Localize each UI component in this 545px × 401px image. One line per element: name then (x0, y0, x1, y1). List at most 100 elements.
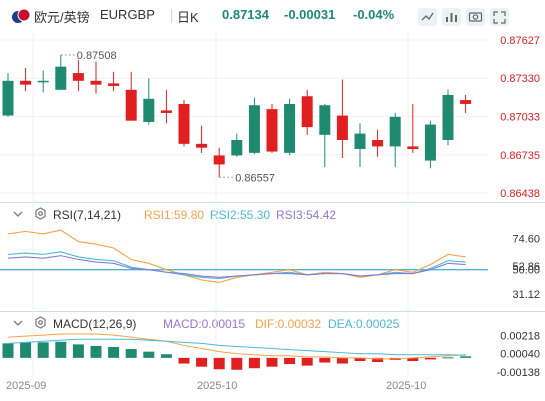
interval-select[interactable]: 日K (177, 10, 199, 25)
rsi-line (7, 251, 466, 280)
indicators-button[interactable] (442, 8, 461, 26)
candle-body (20, 80, 32, 85)
macd-histogram-bar (178, 357, 190, 364)
candle-body (407, 146, 419, 149)
macd-line (7, 333, 466, 360)
dif-value: DIF:0.00032 (255, 317, 322, 331)
macd-histogram-bar (372, 357, 384, 363)
candle-body (196, 143, 208, 148)
macd-histogram-bar (284, 357, 296, 365)
macd-histogram-bar (108, 346, 120, 358)
indicators-icon (446, 13, 457, 22)
settings-icon[interactable] (34, 207, 47, 220)
candle-body (160, 110, 172, 113)
pane-divider (0, 202, 545, 203)
max-price-label: 0.87508 (77, 50, 117, 62)
candle-body (125, 89, 137, 121)
candle-body (319, 105, 331, 135)
rsi3-value: RSI3:54.42 (276, 208, 337, 222)
candle-body (143, 98, 155, 122)
macd-histogram-bar (20, 342, 32, 358)
fullscreen-icon (493, 11, 506, 24)
symbol-name: 欧元/英镑 (34, 10, 90, 25)
macd-histogram-bar (354, 357, 366, 361)
candle-body (108, 83, 120, 86)
symbol-code: EURGBP (100, 7, 155, 22)
candle-body (248, 105, 260, 153)
dea-value: DEA:0.00025 (328, 317, 400, 331)
price-change-percent: -0.04% (353, 7, 395, 22)
macd-histogram-bar (231, 357, 243, 370)
chart-style-icon (421, 12, 434, 21)
candle-body (284, 103, 296, 153)
macd-histogram-bar (266, 357, 278, 367)
screenshot-button[interactable] (466, 8, 485, 26)
candle-body (354, 133, 366, 149)
rsi2-value: RSI2:55.30 (210, 208, 271, 222)
y-tick-label: 0.87330 (500, 73, 540, 85)
settings-icon[interactable] (34, 316, 47, 329)
macd-histogram-bar (143, 351, 155, 358)
candle-body (90, 80, 102, 85)
y-tick-label: 0.87033 (500, 111, 540, 123)
macd-histogram-bar (336, 357, 348, 364)
flag-icon (12, 8, 30, 23)
candle-body (442, 94, 454, 140)
macd-histogram-bar (213, 357, 225, 370)
macd-histogram-bar (424, 357, 436, 360)
macd-y-tick-label: 0.00040 (500, 349, 540, 361)
chart-style-button[interactable] (418, 8, 437, 26)
candle-body (266, 109, 278, 152)
candle-body (55, 66, 67, 90)
candle-body (460, 100, 472, 104)
x-axis-label: 2025-09 (6, 380, 47, 392)
current-price: 0.87134 (222, 7, 269, 22)
x-axis-label: 2025-10 (386, 380, 427, 392)
rsi-line (7, 255, 466, 278)
macd-histogram-bar (196, 357, 208, 367)
macd-histogram-bar (55, 341, 67, 358)
pane-divider (0, 311, 545, 312)
candle-body (2, 80, 14, 116)
macd-line (7, 338, 466, 356)
candle-body (37, 80, 49, 83)
x-axis-label: 2025-10 (197, 380, 238, 392)
macd-histogram-bar (407, 357, 419, 361)
candle-body (231, 139, 243, 156)
macd-histogram-bar (37, 342, 49, 358)
macd-histogram-bar (460, 356, 472, 358)
y-tick-label: 0.86438 (500, 188, 540, 200)
collapse-icon[interactable] (12, 317, 24, 329)
price-change: -0.00031 (284, 7, 336, 22)
header-divider (171, 9, 172, 23)
rsi-line (7, 229, 466, 284)
chart-header: 欧元/英镑 EURGBP 日K 0.87134 -0.00031 -0.04% (0, 0, 545, 32)
macd-histogram-bar (2, 343, 14, 358)
candle-body (372, 139, 384, 147)
macd-histogram-bar (72, 344, 84, 358)
fullscreen-button[interactable] (490, 8, 509, 26)
macd-y-tick-label: 0.00218 (500, 330, 540, 342)
macd-histogram-bar (125, 349, 137, 358)
rsi-y-tick-label: 31.12 (512, 289, 540, 301)
y-tick-label: 0.87627 (500, 35, 540, 47)
macd-histogram-bar (160, 354, 172, 358)
candle-body (336, 115, 348, 140)
macd-histogram-bar (319, 357, 331, 363)
candle-body (178, 103, 190, 144)
rsi-title: RSI(7,14,21) (53, 208, 122, 222)
candle-body (389, 116, 401, 147)
collapse-icon[interactable] (12, 208, 24, 220)
rsi-y-tick-label: 52.86 (512, 261, 540, 273)
y-tick-label: 0.86735 (500, 150, 540, 162)
min-price-label: 0.86557 (235, 172, 275, 184)
rsi-y-tick-label: 74.60 (512, 233, 540, 245)
rsi-y-tick-label: 50.00 (512, 265, 540, 277)
candle-body (213, 155, 225, 165)
macd-value: MACD:0.00015 (163, 317, 246, 331)
rsi1-value: RSI1:59.80 (144, 208, 205, 222)
candle-body (72, 73, 84, 81)
macd-histogram-bar (442, 357, 454, 359)
macd-histogram-bar (90, 345, 102, 358)
